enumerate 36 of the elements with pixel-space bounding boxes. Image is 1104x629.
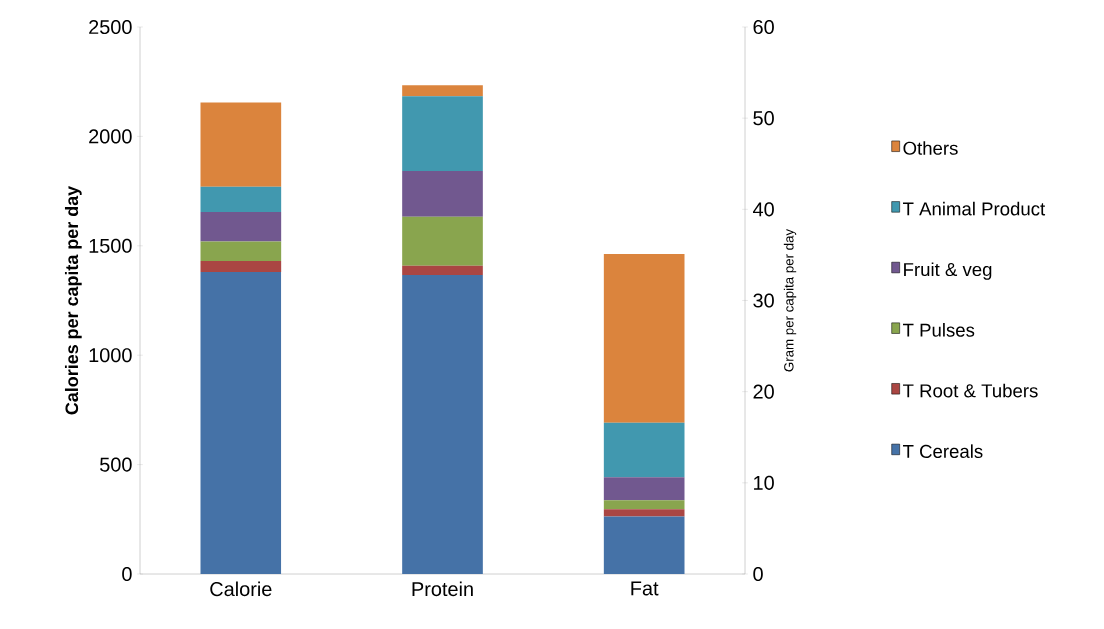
bar (603, 500, 685, 510)
bar (603, 254, 685, 423)
bar (402, 274, 483, 574)
y2-tick-label: 50 (753, 111, 774, 126)
y2-tick-label: 40 (752, 202, 774, 217)
bar (402, 85, 483, 97)
legend-label: T Root & Tubers (903, 383, 1038, 398)
bar (402, 216, 483, 266)
y-tick-label: 0 (122, 566, 132, 582)
bar (603, 477, 685, 501)
y-tick-label: 1500 (89, 238, 132, 253)
y-tick-label: 2000 (89, 129, 132, 144)
x-tick-label: Calorie (210, 581, 272, 597)
bar (402, 171, 483, 217)
legend-label: T Animal Product (903, 201, 1046, 216)
y2-tick-label: 0 (753, 566, 763, 582)
legend-label: T Cereals (903, 444, 983, 459)
legend-label: Others (903, 141, 958, 155)
bar (603, 422, 685, 478)
y2-tick-label: 20 (753, 384, 774, 399)
bar (402, 265, 483, 275)
bar (402, 96, 483, 172)
x-tick-label: Fat (631, 581, 659, 596)
bar (603, 509, 685, 517)
y2-tick-label: 10 (754, 475, 774, 490)
bar (603, 516, 685, 574)
y2-tick-label: 30 (753, 293, 774, 308)
legend-label: Fruit & veg (904, 262, 992, 280)
legend-label: T Pulses (903, 323, 975, 337)
y-tick-label: 1000 (89, 348, 132, 363)
y-axis-title: Calories per capita per day (64, 186, 82, 415)
x-tick-label: Protein (412, 581, 473, 597)
y-tick-label: 2500 (89, 19, 132, 35)
y2-tick-label: 60 (753, 19, 774, 35)
y2-axis-title: Gram per capita per day (783, 228, 797, 372)
y-tick-label: 500 (100, 457, 132, 472)
